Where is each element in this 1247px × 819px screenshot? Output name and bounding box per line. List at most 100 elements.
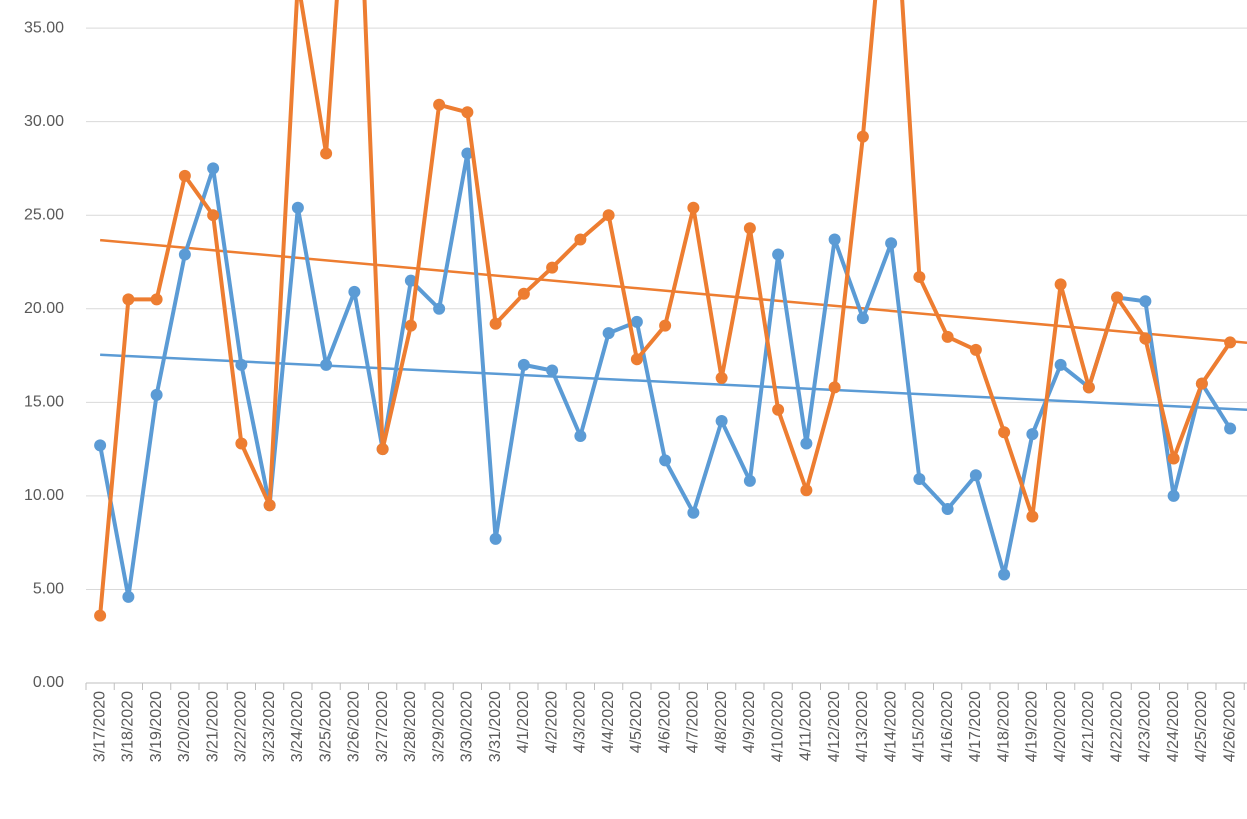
marker	[546, 261, 559, 274]
x-tick-label: 4/17/2020	[967, 691, 984, 762]
x-tick-label: 3/18/2020	[120, 691, 137, 762]
x-tick-label: 3/29/2020	[430, 691, 447, 762]
marker	[517, 358, 530, 371]
marker	[659, 319, 672, 332]
y-tick-label: 15.00	[24, 394, 64, 411]
marker	[913, 270, 926, 283]
y-tick-label: 35.00	[24, 19, 64, 36]
marker	[376, 443, 389, 456]
marker	[941, 502, 954, 515]
x-tick-label: 4/5/2020	[628, 691, 645, 753]
marker	[1082, 381, 1095, 394]
x-tick-label: 4/10/2020	[769, 691, 786, 762]
y-tick-label: 0.00	[33, 674, 64, 691]
x-tick-label: 4/24/2020	[1165, 691, 1182, 762]
x-tick-label: 4/1/2020	[515, 691, 532, 753]
marker	[235, 437, 248, 450]
marker	[150, 293, 163, 306]
marker	[320, 147, 333, 160]
marker	[1195, 377, 1208, 390]
marker	[94, 439, 107, 452]
marker	[94, 609, 107, 622]
x-tick-label: 4/2/2020	[543, 691, 560, 753]
marker	[602, 209, 615, 222]
x-tick-label: 4/4/2020	[600, 691, 617, 753]
marker	[348, 285, 361, 298]
marker	[1026, 510, 1039, 523]
marker	[828, 381, 841, 394]
y-tick-label: 30.00	[24, 113, 64, 130]
x-tick-label: 3/25/2020	[317, 691, 334, 762]
marker	[1224, 422, 1237, 435]
marker	[602, 327, 615, 340]
marker	[1026, 428, 1039, 441]
marker	[715, 371, 728, 384]
x-tick-label: 4/15/2020	[911, 691, 928, 762]
marker	[1224, 336, 1237, 349]
marker	[630, 353, 643, 366]
x-tick-label: 3/27/2020	[374, 691, 391, 762]
x-tick-label: 4/16/2020	[939, 691, 956, 762]
marker	[320, 358, 333, 371]
marker	[913, 473, 926, 486]
marker	[546, 364, 559, 377]
marker	[122, 590, 135, 603]
x-tick-label: 4/12/2020	[826, 691, 843, 762]
x-tick-label: 4/23/2020	[1137, 691, 1154, 762]
marker	[998, 426, 1011, 439]
x-tick-label: 3/21/2020	[204, 691, 221, 762]
marker	[207, 162, 220, 175]
x-tick-label: 4/22/2020	[1108, 691, 1125, 762]
marker	[743, 474, 756, 487]
x-tick-label: 3/20/2020	[176, 691, 193, 762]
marker	[178, 248, 191, 261]
marker	[461, 106, 474, 119]
marker	[800, 484, 813, 497]
marker	[630, 315, 643, 328]
y-tick-label: 5.00	[33, 581, 64, 598]
x-tick-label: 3/22/2020	[233, 691, 250, 762]
marker	[998, 568, 1011, 581]
marker	[1167, 452, 1180, 465]
marker	[969, 469, 982, 482]
x-tick-label: 3/31/2020	[487, 691, 504, 762]
x-tick-label: 4/13/2020	[854, 691, 871, 762]
x-tick-label: 4/20/2020	[1052, 691, 1069, 762]
marker	[263, 499, 276, 512]
marker	[1167, 489, 1180, 502]
marker	[404, 319, 417, 332]
marker	[574, 429, 587, 442]
x-tick-label: 4/11/2020	[798, 691, 815, 761]
x-tick-label: 4/6/2020	[656, 691, 673, 753]
marker	[404, 274, 417, 287]
marker	[489, 317, 502, 330]
marker	[659, 454, 672, 467]
marker	[772, 248, 785, 261]
x-tick-label: 4/8/2020	[713, 691, 730, 753]
marker	[715, 415, 728, 428]
marker	[150, 388, 163, 401]
marker	[178, 169, 191, 182]
marker	[969, 343, 982, 356]
marker	[235, 358, 248, 371]
marker	[207, 209, 220, 222]
x-tick-label: 4/7/2020	[685, 691, 702, 753]
x-tick-label: 3/23/2020	[261, 691, 278, 762]
x-tick-label: 4/26/2020	[1221, 691, 1238, 762]
marker	[828, 233, 841, 246]
marker	[433, 302, 446, 315]
x-tick-label: 4/21/2020	[1080, 691, 1097, 762]
y-tick-label: 10.00	[24, 487, 64, 504]
x-tick-label: 4/14/2020	[882, 691, 899, 762]
marker	[517, 287, 530, 300]
x-tick-label: 4/3/2020	[572, 691, 589, 753]
x-tick-label: 3/19/2020	[148, 691, 165, 762]
x-tick-label: 3/30/2020	[459, 691, 476, 762]
marker	[856, 312, 869, 325]
marker	[800, 437, 813, 450]
marker	[433, 98, 446, 111]
x-tick-label: 3/24/2020	[289, 691, 306, 762]
marker	[941, 330, 954, 343]
x-tick-label: 3/26/2020	[346, 691, 363, 762]
